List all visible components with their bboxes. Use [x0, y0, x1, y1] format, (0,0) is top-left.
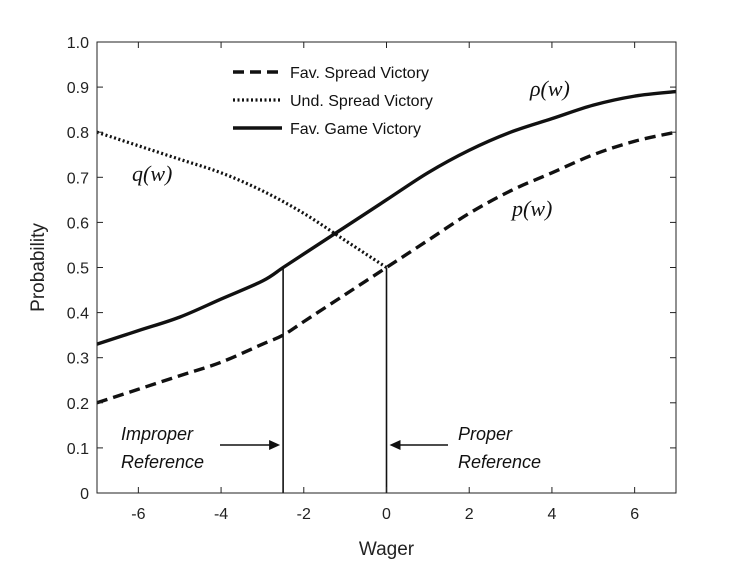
y-tick-label: 0.3 — [67, 351, 89, 368]
x-tick-label: -6 — [131, 506, 145, 523]
y-tick-label: 0.8 — [67, 125, 89, 142]
x-tick-label: -4 — [214, 506, 228, 523]
proper-reference-label-line1: Proper — [458, 424, 513, 444]
axis-ticks: -6 -4 -2 0 2 4 6 0 0.1 0.2 0.3 0.4 0.5 0.6 0.7 0.8 0.9 1.… — [67, 35, 676, 523]
y-tick-label: 0 — [80, 486, 89, 503]
legend-label-fav-spread: Fav. Spread Victory — [290, 65, 429, 82]
y-tick-label: 0.1 — [67, 441, 89, 458]
y-tick-label: 0.2 — [67, 396, 89, 413]
annotations: Improper Reference Proper Reference — [121, 424, 541, 472]
y-axis-label: Probability — [28, 223, 49, 312]
x-tick-label: 0 — [382, 506, 391, 523]
x-tick-label: 6 — [630, 506, 639, 523]
series-line-fav-game-victory — [96, 89, 677, 346]
reference-lines — [282, 267, 388, 493]
legend: Fav. Spread Victory Und. Spread Victory … — [233, 65, 433, 138]
curve-label-q: q(w) — [132, 161, 172, 186]
improper-reference-arrowhead — [269, 440, 281, 450]
legend-label-und-spread: Und. Spread Victory — [290, 93, 433, 110]
x-tick-label: 4 — [547, 506, 556, 523]
improper-reference-label-line1: Improper — [121, 424, 194, 444]
curves — [96, 89, 677, 405]
y-tick-label: 0.7 — [67, 170, 89, 187]
y-tick-label: 0.5 — [67, 261, 89, 278]
series-line-fav-spread-victory — [96, 130, 677, 405]
y-tick-label: 0.9 — [67, 80, 89, 97]
proper-reference-label-line2: Reference — [458, 452, 541, 472]
x-tick-label: -2 — [297, 506, 311, 523]
x-tick-label: 2 — [465, 506, 474, 523]
y-tick-label: 0.6 — [67, 215, 89, 232]
proper-reference-arrowhead — [389, 440, 401, 450]
y-tick-label: 0.4 — [67, 306, 89, 323]
y-tick-label: 1.0 — [67, 35, 89, 52]
curve-label-rho: ρ(w) — [529, 76, 570, 101]
curve-label-p: p(w) — [510, 196, 552, 221]
improper-reference-label-line2: Reference — [121, 452, 204, 472]
legend-label-fav-game: Fav. Game Victory — [290, 121, 421, 138]
series-line-und-spread-victory — [96, 130, 388, 269]
x-axis-label: Wager — [359, 539, 415, 560]
